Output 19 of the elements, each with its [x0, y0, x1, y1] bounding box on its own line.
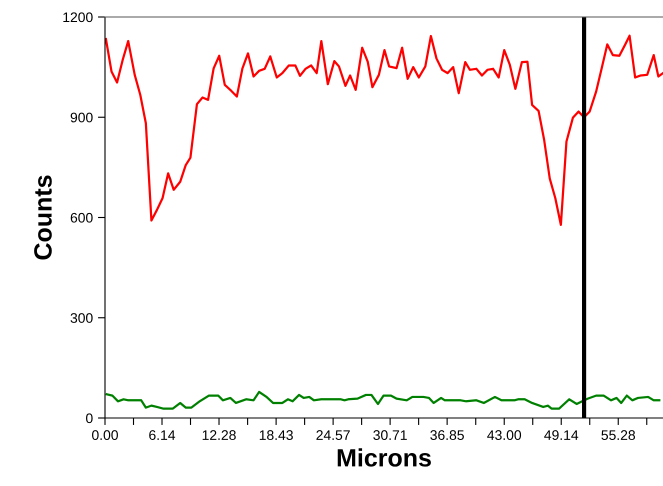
x-tick-label: 12.28 [202, 430, 236, 440]
y-tick-label: 0 [86, 413, 93, 424]
y-tick-label: 1200 [63, 12, 93, 22]
x-tick-label: 49.14 [544, 430, 578, 440]
x-tick-label: 24.57 [316, 430, 350, 440]
y-tick-label: 600 [70, 212, 93, 223]
x-tick-label: 30.71 [373, 430, 407, 440]
x-tick-label: 18.43 [260, 430, 293, 440]
y-axis-title: Counts [34, 175, 52, 260]
x-axis-title: Microns [338, 448, 431, 467]
y-tick-label: 300 [70, 313, 93, 323]
x-tick-label: 43.00 [487, 430, 522, 440]
line-series [106, 390, 660, 410]
x-tick-label: 0.00 [92, 430, 118, 440]
y-tick-label: 900 [70, 112, 93, 122]
line-series [105, 34, 663, 226]
x-tick-label: 6.14 [149, 430, 176, 440]
x-tick-label: 36.85 [430, 430, 464, 440]
x-tick-label: 55.28 [601, 430, 636, 440]
